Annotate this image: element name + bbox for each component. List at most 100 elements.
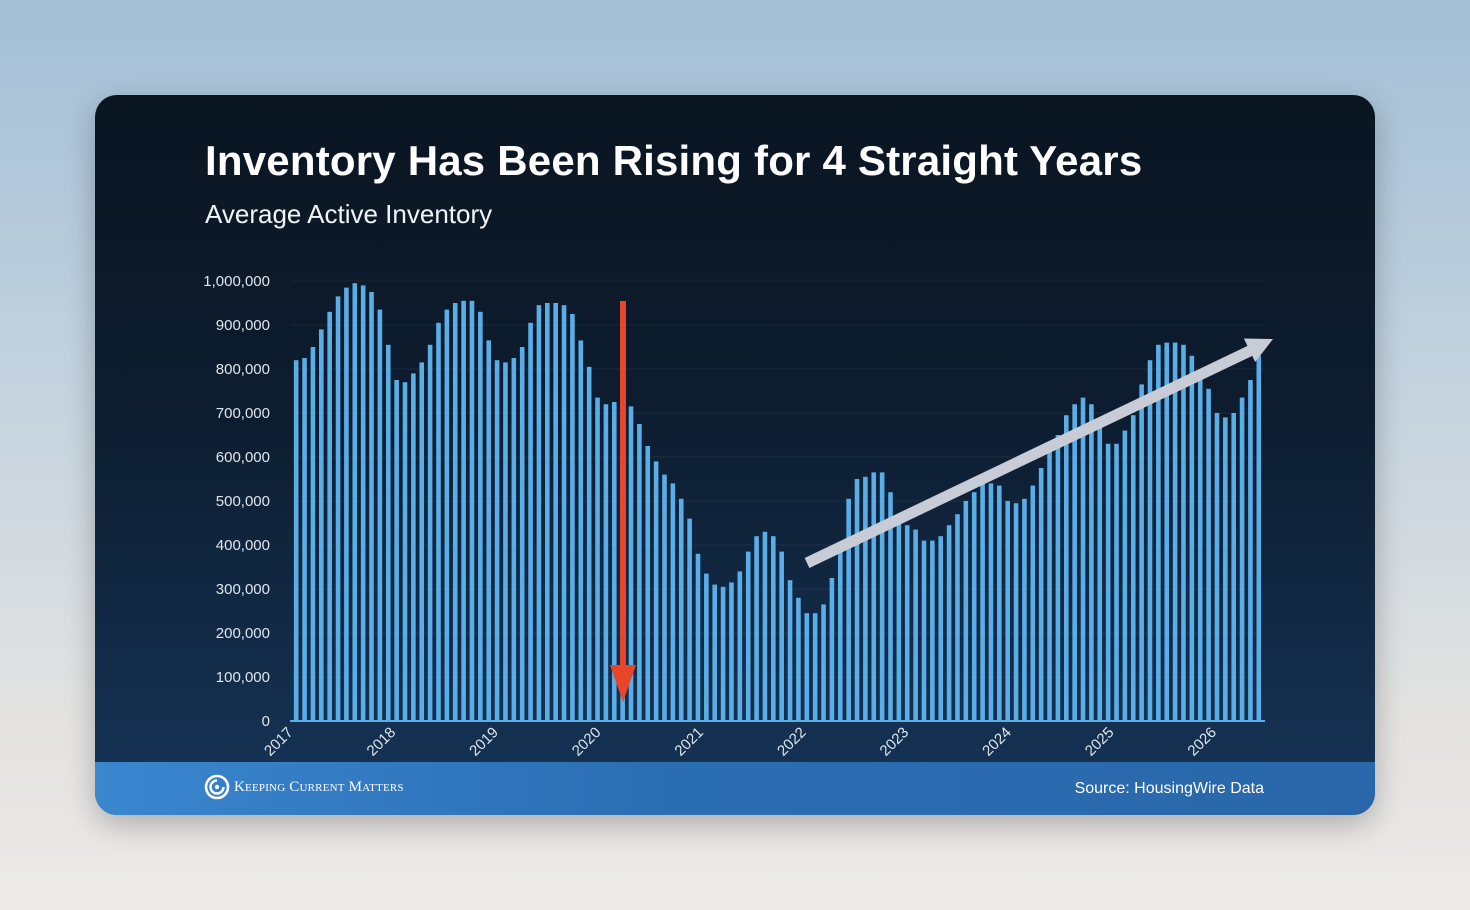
bar-chart: 0 100,000 200,000 300,000 400,000 500,000 600,…	[203, 273, 1273, 760]
chart-card: Inventory Has Been Rising for 4 Straight…	[95, 95, 1375, 815]
bar	[1013, 503, 1019, 721]
bar	[662, 474, 667, 721]
bar	[570, 314, 575, 721]
y-tick-label: 100,000	[216, 669, 270, 686]
bar	[971, 492, 977, 721]
bar	[1223, 417, 1228, 721]
bar	[302, 358, 307, 721]
bar	[436, 322, 441, 721]
bar	[310, 347, 316, 721]
bar	[695, 553, 701, 721]
y-tick-label: 600,000	[216, 449, 270, 466]
bar	[879, 472, 885, 721]
bar	[913, 529, 918, 721]
bar	[729, 582, 734, 721]
bar	[411, 373, 416, 721]
up-arrow-head-icon	[1243, 338, 1273, 362]
bar	[427, 344, 433, 721]
bar	[653, 461, 659, 721]
bar	[1055, 435, 1061, 721]
bar	[628, 406, 634, 721]
bar	[335, 296, 341, 721]
y-tick-label: 1,000,000	[203, 273, 270, 290]
bar	[888, 492, 893, 721]
bar	[980, 483, 985, 721]
bar	[829, 578, 835, 721]
bar	[1206, 388, 1211, 721]
bar	[896, 518, 902, 721]
bar	[720, 586, 726, 721]
bar	[1139, 384, 1144, 721]
bar	[712, 584, 718, 721]
bar	[1181, 344, 1186, 721]
x-year-label: 2025	[1082, 724, 1118, 760]
bar	[997, 485, 1002, 721]
bar	[771, 536, 776, 721]
bar	[1097, 426, 1103, 721]
bar	[1122, 430, 1128, 721]
swirl-logo-icon	[204, 774, 230, 800]
bar	[478, 311, 483, 721]
y-tick-label: 0	[262, 713, 270, 730]
x-axis-year-labels: 2017 2018 2019 2020 2021 2022 2023 2024 2025 2026	[261, 724, 1220, 760]
bar	[369, 292, 374, 721]
brand-logo: Keeping Current Matters	[204, 774, 404, 800]
bar	[377, 309, 383, 721]
bar	[586, 366, 592, 721]
bar	[352, 283, 358, 721]
bar	[930, 540, 935, 721]
chart-subtitle: Average Active Inventory	[205, 199, 493, 229]
source-note: Source: HousingWire Data	[1074, 780, 1264, 797]
bar	[578, 340, 584, 721]
bar	[503, 362, 508, 721]
bar	[1063, 415, 1069, 721]
y-tick-label: 400,000	[216, 537, 270, 554]
bar	[904, 525, 910, 721]
y-tick-label: 800,000	[216, 361, 270, 378]
bar	[327, 311, 332, 721]
bar	[1156, 344, 1161, 721]
x-year-label: 2026	[1184, 724, 1220, 760]
bar	[821, 604, 826, 721]
up-arrow-shaft	[804, 342, 1261, 568]
bar	[344, 287, 349, 721]
bar	[1047, 450, 1052, 721]
bar	[1114, 443, 1119, 721]
bar	[737, 571, 743, 721]
annotations	[610, 301, 1273, 702]
bar	[846, 498, 851, 721]
bar	[762, 531, 768, 721]
x-year-label: 2023	[877, 724, 913, 760]
bar	[1256, 355, 1262, 721]
bar	[469, 300, 475, 721]
x-year-label: 2021	[671, 724, 707, 760]
bar	[545, 303, 550, 721]
x-year-label: 2019	[466, 724, 502, 760]
chart-title: Inventory Has Been Rising for 4 Straight…	[205, 137, 1143, 184]
bar	[319, 329, 324, 721]
bar	[687, 518, 692, 721]
x-year-label: 2022	[774, 724, 810, 760]
bar	[745, 551, 751, 721]
bar	[704, 573, 709, 721]
bar	[871, 472, 877, 721]
bar	[444, 309, 450, 721]
bar	[1231, 413, 1236, 721]
bar	[360, 285, 366, 721]
bar	[863, 476, 868, 721]
bar	[394, 380, 399, 721]
bar	[402, 382, 408, 721]
bar	[754, 536, 759, 721]
bar	[1172, 342, 1178, 721]
bar	[461, 300, 466, 721]
bar	[293, 360, 299, 721]
bar	[1147, 360, 1153, 721]
bar	[796, 597, 801, 721]
bar	[553, 303, 558, 721]
bar	[955, 514, 960, 721]
bar	[1030, 485, 1036, 721]
bar	[536, 305, 542, 721]
bars	[290, 283, 1265, 722]
bar	[595, 397, 600, 721]
bar	[854, 479, 860, 721]
